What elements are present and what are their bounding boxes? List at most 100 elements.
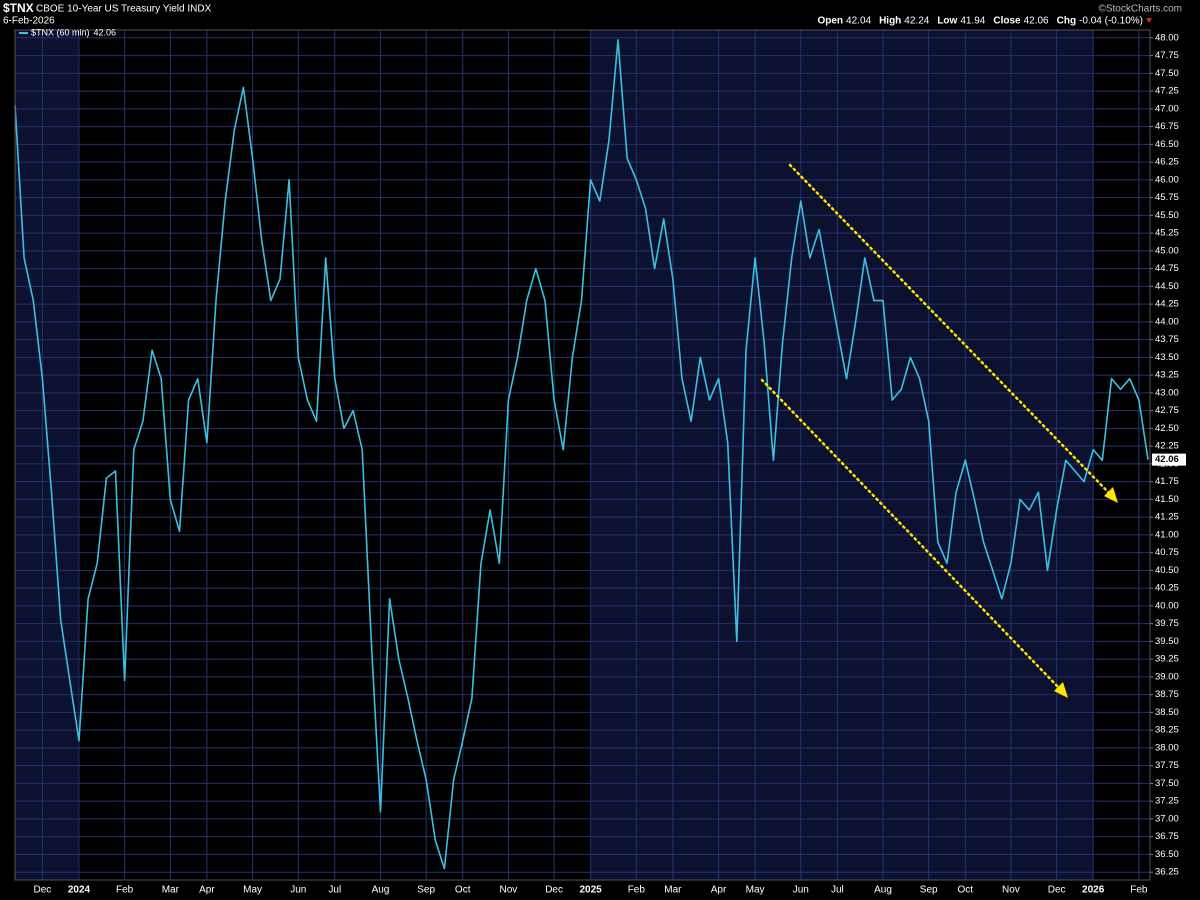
x-tick-label: Apr <box>711 885 727 896</box>
x-tick-label: Feb <box>628 885 646 896</box>
y-tick-label: 47.75 <box>1155 50 1179 61</box>
x-tick-label: Dec <box>1048 885 1066 896</box>
x-tick-label: Nov <box>500 885 518 896</box>
year-band <box>15 30 79 880</box>
y-tick-label: 40.25 <box>1155 583 1179 594</box>
stat-value: -0.04 (-0.10%) <box>1079 16 1143 27</box>
last-value-label: 42.06 <box>1155 454 1179 465</box>
arrow-head <box>1104 487 1118 503</box>
x-tick-label: 2024 <box>68 885 91 896</box>
stat-value: 42.04 <box>846 16 871 27</box>
y-tick-label: 48.00 <box>1155 32 1179 43</box>
y-tick-label: 39.00 <box>1155 671 1179 682</box>
y-tick-label: 42.25 <box>1155 441 1179 452</box>
y-tick-label: 37.00 <box>1155 813 1179 824</box>
y-tick-label: 45.50 <box>1155 210 1179 221</box>
y-tick-label: 42.75 <box>1155 405 1179 416</box>
x-tick-label: Nov <box>1002 885 1020 896</box>
x-tick-label: Aug <box>874 885 892 896</box>
x-tick-label: Apr <box>199 885 215 896</box>
y-tick-label: 36.75 <box>1155 831 1179 842</box>
y-tick-label: 45.75 <box>1155 192 1179 203</box>
y-tick-label: 41.75 <box>1155 476 1179 487</box>
x-tick-label: Dec <box>34 885 52 896</box>
down-indicator <box>1146 18 1152 23</box>
x-tick-label: May <box>746 885 765 896</box>
y-tick-label: 41.50 <box>1155 494 1179 505</box>
x-tick-label: Jul <box>328 885 341 896</box>
x-tick-label: Feb <box>1130 885 1148 896</box>
price-line <box>14 39 1149 870</box>
year-band <box>590 30 1094 880</box>
watermark: ©StockCharts.com <box>1098 4 1182 15</box>
stat-value: 41.94 <box>960 16 985 27</box>
arrow-head <box>1054 682 1068 698</box>
y-tick-label: 37.25 <box>1155 796 1179 807</box>
legend-label: $TNX (60 min) <box>31 27 90 37</box>
stat-name: Open <box>817 16 843 27</box>
x-tick-label: May <box>243 885 262 896</box>
y-tick-label: 46.75 <box>1155 121 1179 132</box>
y-tick-label: 37.50 <box>1155 778 1179 789</box>
x-tick-label: Mar <box>162 885 180 896</box>
x-tick-label: Jun <box>290 885 306 896</box>
y-tick-label: 38.00 <box>1155 742 1179 753</box>
y-tick-label: 41.00 <box>1155 529 1179 540</box>
upper-trendline <box>788 163 1112 496</box>
chart-title: $TNX <box>3 1 34 15</box>
x-tick-label: Aug <box>372 885 390 896</box>
y-tick-label: 44.75 <box>1155 263 1179 274</box>
trend-channel <box>760 163 1118 698</box>
y-tick-label: 37.75 <box>1155 760 1179 771</box>
x-tick-label: Oct <box>957 885 973 896</box>
stat-name: Low <box>937 16 957 27</box>
y-tick-label: 43.50 <box>1155 352 1179 363</box>
stat-value: 42.06 <box>1024 16 1049 27</box>
legend-value: 42.06 <box>94 27 117 37</box>
y-tick-label: 39.25 <box>1155 654 1179 665</box>
stat-name: Close <box>993 16 1021 27</box>
y-tick-label: 46.00 <box>1155 174 1179 185</box>
y-tick-label: 38.25 <box>1155 725 1179 736</box>
y-tick-label: 40.75 <box>1155 547 1179 558</box>
year-shading <box>15 30 1094 880</box>
plot-frame <box>14 29 1151 881</box>
y-tick-label: 42.50 <box>1155 423 1179 434</box>
x-tick-label: Sep <box>417 885 435 896</box>
plot: 42.06 <box>14 39 1186 870</box>
stat-name: High <box>879 16 901 27</box>
y-tick-label: 43.00 <box>1155 387 1179 398</box>
x-tick-label: Feb <box>116 885 134 896</box>
x-tick-label: Jul <box>831 885 844 896</box>
y-tick-label: 43.75 <box>1155 334 1179 345</box>
y-tick-label: 46.25 <box>1155 157 1179 168</box>
x-tick-label: Oct <box>455 885 471 896</box>
y-tick-label: 44.00 <box>1155 316 1179 327</box>
y-tick-label: 39.50 <box>1155 636 1179 647</box>
y-tick-label: 40.00 <box>1155 600 1179 611</box>
y-tick-label: 47.00 <box>1155 103 1179 114</box>
x-tick-label: Mar <box>664 885 682 896</box>
chart-subtitle: CBOE 10-Year US Treasury Yield INDX <box>36 4 212 15</box>
last-value-box <box>1152 453 1186 466</box>
y-tick-label: 44.50 <box>1155 281 1179 292</box>
x-tick-label: 2026 <box>1082 885 1105 896</box>
y-tick-label: 46.50 <box>1155 139 1179 150</box>
chart-date: 6-Feb-2026 <box>3 16 55 27</box>
y-tick-label: 47.50 <box>1155 68 1179 79</box>
x-tick-label: Sep <box>920 885 938 896</box>
y-tick-label: 41.25 <box>1155 512 1179 523</box>
stat-value: 42.24 <box>904 16 929 27</box>
y-tick-label: 38.50 <box>1155 707 1179 718</box>
y-tick-label: 45.00 <box>1155 245 1179 256</box>
lower-trendline <box>760 378 1062 691</box>
stat-name: Chg <box>1057 16 1076 27</box>
y-tick-label: 38.75 <box>1155 689 1179 700</box>
y-tick-label: 44.25 <box>1155 299 1179 310</box>
y-tick-label: 43.25 <box>1155 370 1179 381</box>
x-tick-label: Jun <box>793 885 809 896</box>
y-tick-label: 45.25 <box>1155 228 1179 239</box>
y-tick-label: 40.50 <box>1155 565 1179 576</box>
